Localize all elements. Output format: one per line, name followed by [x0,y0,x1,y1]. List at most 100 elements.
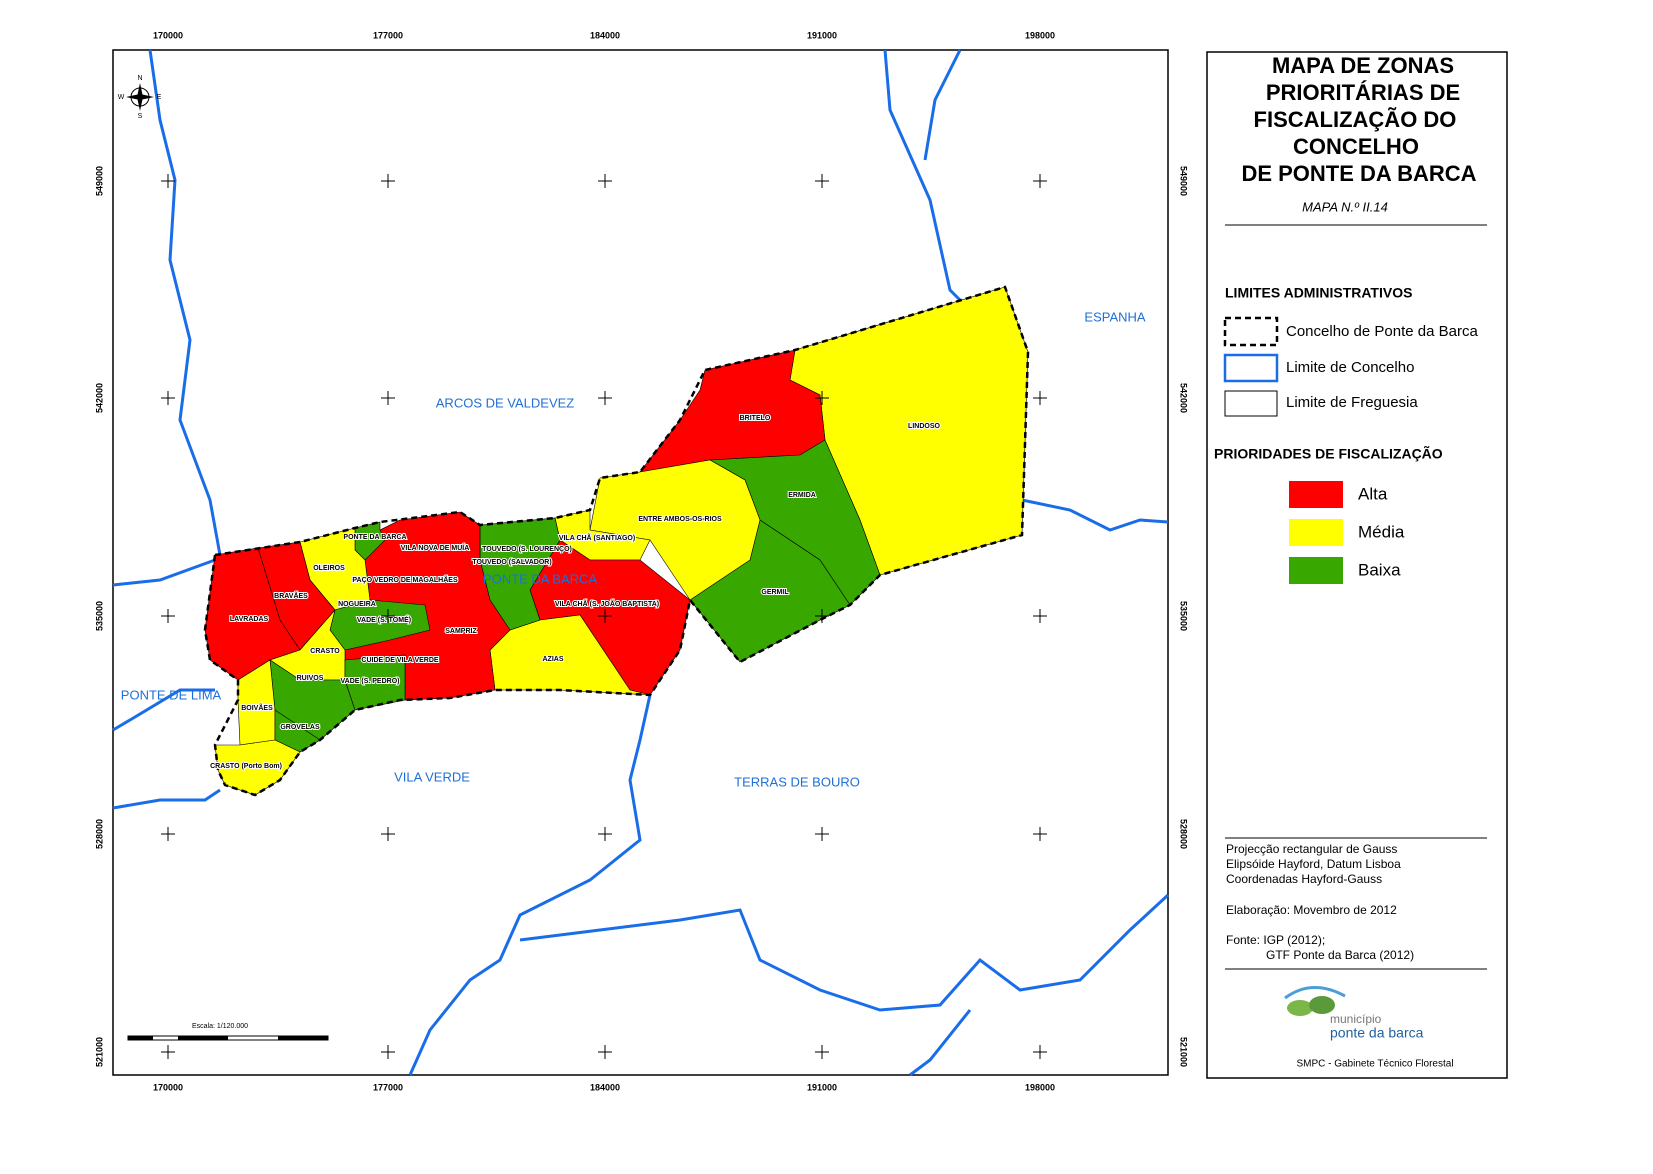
y-coord-label: 549000 [94,166,104,196]
title-line: DE PONTE DA BARCA [1241,161,1476,186]
concelho-boundary [203,285,1030,797]
parish-label: GERMIL [761,589,789,596]
parish-label: GROVELAS [280,724,320,731]
x-coord-label: 170000 [153,1082,183,1092]
footer: SMPC - Gabinete Técnico Florestal [1296,1059,1453,1070]
river [883,49,962,302]
logo-shape [1287,1000,1313,1016]
scale-bar-seg [178,1036,228,1040]
priority-swatch [1289,481,1343,508]
y-coord-label: 528000 [94,819,104,849]
parish-label: VILA NOVA DE MUÍA [401,543,470,552]
x-coord-label: 184000 [590,1082,620,1092]
compass-w: W [118,94,125,101]
grid-cross [161,609,175,623]
map-number: MAPA N.º II.14 [1302,199,1388,214]
scale-bar-seg [128,1036,153,1040]
grid-cross [815,827,829,841]
grid-cross [598,174,612,188]
parishes [204,286,1029,796]
parish-label: CRASTO [310,648,340,655]
y-coord-label: 521000 [94,1037,104,1067]
grid-cross [598,609,612,623]
river [1021,498,1169,532]
swatch-concelho [1223,316,1279,347]
region-label: ESPANHA [1084,309,1145,324]
note: Coordenadas Hayford-Gauss [1226,872,1382,886]
rivers [112,49,1170,1077]
grid-cross [598,827,612,841]
parish-label: ERMIDA [788,492,816,499]
compass-n: N [137,75,142,82]
parish-label: LAVRADAS [230,616,269,623]
grid-cross [1033,609,1047,623]
x-coord-label: 177000 [373,30,403,40]
parish-label: OLEIROS [313,565,345,572]
grid-cross [161,1045,175,1059]
grid-cross [815,174,829,188]
scale-bar-seg [278,1036,328,1040]
river [923,49,962,161]
grid-cross [381,827,395,841]
y-coord-label: 521000 [1179,1037,1189,1067]
parish-label: BOIVÃES [241,703,273,712]
grid-cross [815,391,829,405]
note: Elaboração: Movembro de 2012 [1226,903,1397,917]
grid-cross [161,174,175,188]
legend-frame [1206,51,1508,1079]
x-coord-label: 198000 [1025,1082,1055,1092]
admin-label: Limite de Freguesia [1286,394,1418,411]
region-label: TERRAS DE BOURO [734,774,860,789]
y-coord-label: 528000 [1179,819,1189,849]
logo: município ponte da barca [1284,986,1424,1041]
region-label: PONTE DE LIMA [121,687,222,702]
grid-cross [381,609,395,623]
grid-cross [381,174,395,188]
x-coord-label: 177000 [373,1082,403,1092]
compass-needle [126,94,154,100]
x-coord-label: 170000 [153,30,183,40]
parish-label: CRASTO (Porto Bom) [210,763,282,770]
x-coord-label: 191000 [807,30,837,40]
y-coord-label: 542000 [94,383,104,413]
priority-swatch [1289,519,1343,546]
parish-label: NOGUEIRA [338,601,376,608]
river [112,688,215,732]
parish-label: SAMPRIZ [445,628,477,635]
priority-label: Média [1358,522,1405,541]
title-line: CONCELHO [1293,134,1419,159]
grid-cross [381,1045,395,1059]
grid-cross [1033,174,1047,188]
x-coord-label: 184000 [590,30,620,40]
parish-label: VADE (S. TOMÉ) [357,615,411,624]
scale-bar: Escala: 1/120.000 [127,1023,329,1041]
compass-e: E [157,94,162,101]
parish-label: VADE (S. PEDRO) [341,678,400,685]
parish-label: BRITELO [740,415,771,422]
river [112,558,216,587]
x-coord-label: 191000 [807,1082,837,1092]
swatch-freguesia [1224,390,1278,417]
legend-panel: MAPA DE ZONAS PRIORITÁRIAS DE FISCALIZAÇ… [1206,51,1508,1079]
river [519,893,1170,1012]
note: Fonte: IGP (2012); [1226,933,1325,947]
priority-swatch [1289,557,1343,584]
grid-cross [1033,827,1047,841]
title-line: PRIORITÁRIAS DE [1266,80,1460,105]
grid-cross [598,1045,612,1059]
north-arrow: N E S W [118,75,162,120]
grid-cross [598,391,612,405]
parish-label: LINDOSO [908,423,940,430]
scale-text: Escala: 1/120.000 [192,1023,248,1030]
logo-text: município [1330,1012,1382,1026]
parish-label: BRAVÃES [274,591,308,600]
river [909,1009,972,1077]
priority-legend: Alta Média Baixa [1289,481,1405,584]
parish-label: TOUVEDO (S. LOURENÇO) [482,546,572,553]
grid-cross [161,827,175,841]
map: N E S W Escala: 1/120.000 BRITELO LINDOSO… [94,30,1188,1092]
parish-label: RUIVOS [297,675,324,682]
note: GTF Ponte da Barca (2012) [1266,948,1414,962]
y-coord-label: 549000 [1179,166,1189,196]
